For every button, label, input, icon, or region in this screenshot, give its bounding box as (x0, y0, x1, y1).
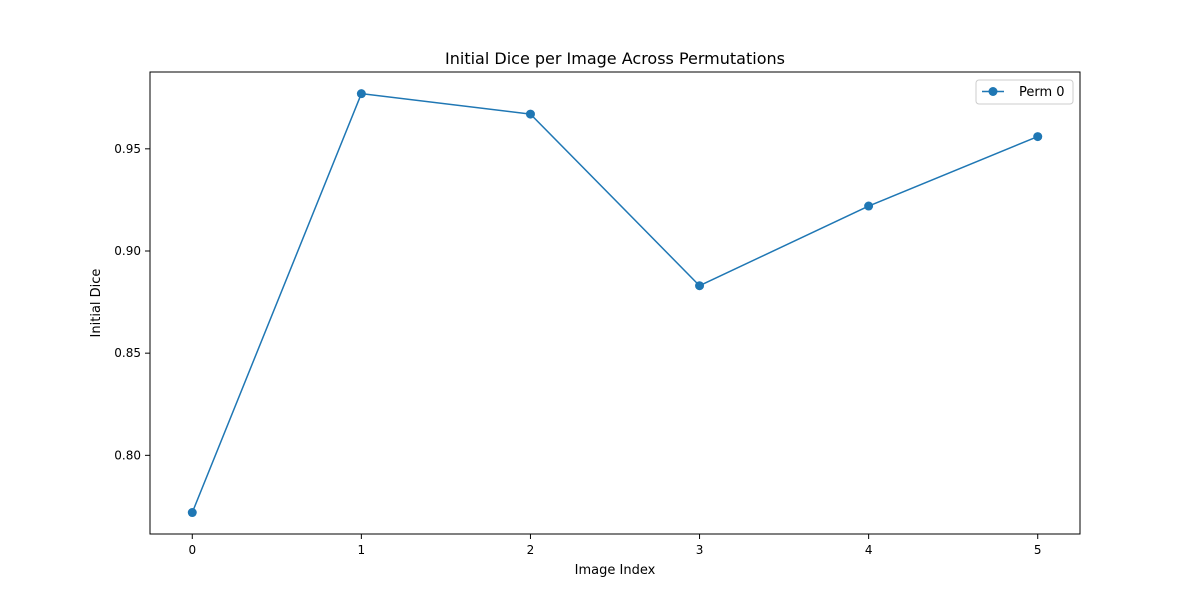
legend-label-perm-0: Perm 0 (1019, 85, 1065, 100)
x-tick-label: 0 (188, 543, 196, 557)
data-point (864, 201, 874, 211)
y-tick-label: 0.90 (114, 244, 141, 258)
legend-box (975, 79, 1074, 105)
y-tick-label: 0.80 (114, 448, 141, 462)
y-tick-label: 0.95 (114, 142, 141, 156)
x-axis-ticks: 0 1 2 3 4 5 (188, 534, 1042, 557)
legend-marker (988, 87, 998, 96)
x-tick-label: 4 (865, 543, 873, 557)
data-point (356, 89, 366, 99)
data-point (695, 281, 705, 291)
y-tick-label: 0.85 (114, 346, 141, 360)
data-point (1033, 132, 1043, 142)
x-axis-label: Image Index (575, 563, 656, 578)
data-point (187, 508, 197, 518)
legend: Perm 0 (975, 79, 1074, 105)
chart-title: Initial Dice per Image Across Permutatio… (445, 49, 785, 68)
data-point (525, 109, 535, 119)
x-tick-label: 2 (527, 543, 535, 557)
x-tick-label: 5 (1034, 543, 1042, 557)
series-layer (187, 89, 1043, 518)
x-tick-label: 1 (358, 543, 366, 557)
y-axis-ticks: 0.80 0.85 0.90 0.95 (114, 142, 150, 462)
x-tick-label: 3 (696, 543, 704, 557)
y-axis-label: Initial Dice (89, 269, 104, 338)
plot-area (149, 71, 1081, 535)
series-line (191, 92, 1039, 513)
